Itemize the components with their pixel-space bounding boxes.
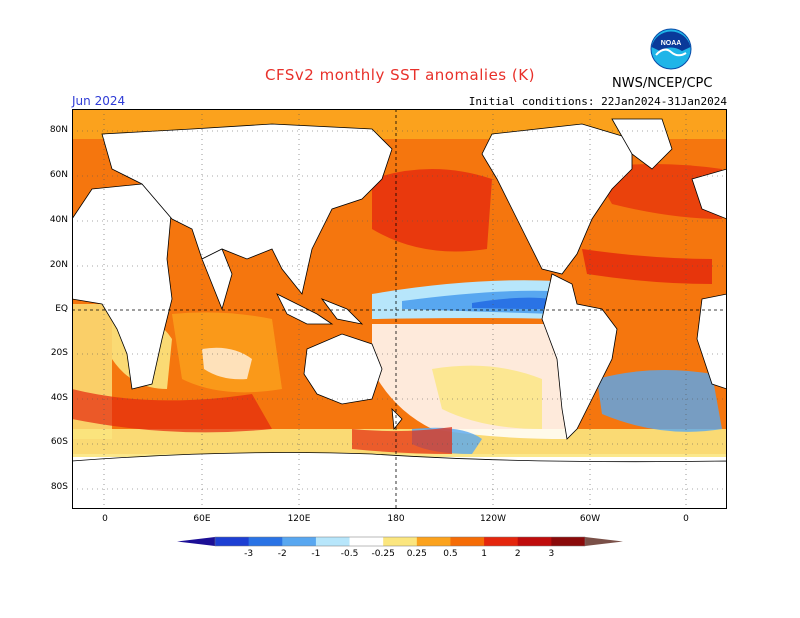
lon-label: 120W	[479, 514, 507, 524]
forecast-month-label: Jun 2024	[72, 94, 126, 108]
colorbar-tick-label: -2	[278, 549, 287, 559]
colorbar-arrow-low	[177, 537, 215, 546]
colorbar-arrow-high	[585, 537, 623, 546]
lat-label: 20S	[50, 348, 68, 358]
colorbar-tick-label: -0.5	[341, 549, 359, 559]
lon-label: 60W	[579, 514, 601, 524]
graticule	[72, 109, 727, 509]
noaa-logo-text: NOAA	[661, 40, 682, 47]
lon-label: 180	[387, 514, 405, 524]
colorbar-tick-label: 3	[548, 549, 554, 559]
colorbar-tick-label: -1	[311, 549, 320, 559]
lon-label: 0	[102, 514, 108, 524]
lat-label: 60N	[49, 170, 68, 180]
lat-label: 60S	[50, 437, 68, 447]
sst-anomaly-map	[72, 109, 727, 509]
colorbar-swatch	[484, 537, 519, 546]
colorbar-tick-label: 1	[481, 549, 487, 559]
lon-label: 120E	[287, 514, 311, 524]
colorbar-swatch	[248, 537, 283, 546]
noaa-logo-icon: NOAA	[650, 28, 692, 70]
initial-conditions-label: Initial conditions: 22Jan2024-31Jan2024	[468, 95, 727, 108]
colorbar-swatch	[215, 537, 250, 546]
colorbar-tick-label: 0.5	[443, 549, 457, 559]
lat-label: 20N	[49, 260, 68, 270]
colorbar-swatch	[517, 537, 552, 546]
colorbar-swatch	[450, 537, 485, 546]
colorbar: -3 -2 -1 -0.5 -0.25 0.25 0.5 1 2 3	[177, 536, 623, 559]
colorbar-swatch	[551, 537, 586, 546]
colorbar-swatch	[383, 537, 418, 546]
colorbar-swatch	[282, 537, 317, 546]
lat-label: 40N	[49, 215, 68, 225]
colorbar-tick-label: -3	[244, 549, 253, 559]
colorbar-tick-label: -0.25	[372, 549, 395, 559]
colorbar-border	[214, 536, 586, 547]
map-title: CFSv2 monthly SST anomalies (K)	[265, 66, 535, 84]
colorbar-tick-label: 0.25	[407, 549, 427, 559]
colorbar-swatch	[315, 537, 351, 546]
land-masses	[72, 118, 727, 509]
colorbar-swatch	[349, 537, 384, 546]
colorbar-swatch	[416, 537, 451, 546]
lon-label: 0	[683, 514, 689, 524]
agency-label: NWS/NCEP/CPC	[612, 76, 713, 91]
map-frame	[72, 109, 727, 509]
lat-label: 40S	[50, 393, 68, 403]
colorbar-tick-label: 2	[515, 549, 521, 559]
lon-label: 60E	[193, 514, 211, 524]
lat-label: EQ	[55, 304, 68, 314]
lat-label: 80N	[49, 125, 68, 135]
lat-label: 80S	[50, 482, 68, 492]
